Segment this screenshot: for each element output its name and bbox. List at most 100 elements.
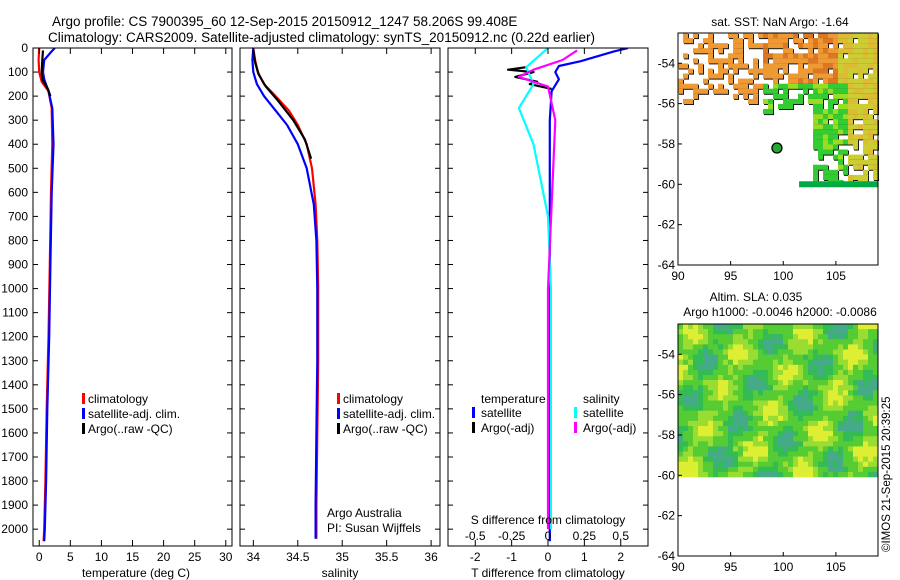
sla-cell — [743, 461, 749, 468]
sla-cell — [683, 405, 689, 411]
sla-cell — [853, 375, 859, 381]
sla-cell — [843, 380, 849, 386]
sla-cell — [788, 359, 794, 366]
sst-cell — [738, 43, 743, 49]
legend-label: satellite — [481, 406, 522, 420]
sla-cell — [838, 451, 844, 457]
sst-cell — [848, 43, 853, 49]
sst-cell — [843, 169, 848, 175]
sst-cell — [843, 78, 848, 84]
x-tick-label: 35.5 — [375, 550, 399, 564]
sla-cell — [798, 436, 804, 442]
salinity-xlabel: salinity — [322, 566, 359, 580]
sla-cell — [773, 375, 779, 381]
sst-cell — [823, 38, 828, 44]
sst-cell — [833, 154, 838, 160]
sla-cell — [688, 420, 694, 427]
sla-cell — [773, 410, 779, 417]
sla-cell — [743, 456, 749, 462]
sla-cell — [763, 359, 769, 366]
sst-cell — [748, 33, 753, 39]
sst-cell — [823, 83, 828, 89]
sla-cell — [708, 471, 714, 478]
sst-cell — [833, 48, 838, 54]
sst-cell — [838, 103, 843, 109]
sla-cell — [698, 471, 704, 478]
sla-cell — [713, 446, 719, 452]
sla-cell — [833, 420, 839, 427]
sla-cell — [828, 334, 834, 340]
sla-cell — [868, 375, 874, 381]
sla-cell — [848, 456, 854, 462]
sst-cell — [853, 53, 858, 59]
sla-cell — [683, 329, 689, 335]
y-tick-label: 1600 — [1, 426, 28, 440]
sla-cell — [783, 369, 789, 376]
sst-cell — [683, 98, 688, 104]
sst-cell — [768, 109, 773, 115]
sst-cell — [838, 48, 843, 54]
sst-cell — [698, 68, 703, 74]
sst-cell — [863, 124, 868, 130]
y-tick-label: 100 — [8, 65, 28, 79]
sla-cell — [858, 375, 864, 381]
sst-cell — [843, 63, 848, 69]
sla-cell — [813, 364, 819, 371]
sla-cell — [798, 339, 804, 345]
sla-cell — [783, 461, 789, 468]
sst-cell — [823, 129, 828, 135]
sst-cell — [818, 139, 823, 145]
sla-cell — [693, 354, 699, 360]
legend-swatch — [82, 393, 85, 404]
sla-cell — [778, 461, 784, 468]
sla-cell — [868, 359, 874, 366]
sla-cell — [678, 334, 684, 340]
sla-cell — [843, 461, 849, 468]
sla-cell — [803, 451, 809, 457]
sla-cell — [773, 349, 779, 355]
sla-cell — [793, 324, 799, 330]
sst-cell — [783, 103, 788, 109]
sla-cell — [708, 359, 714, 366]
sla-cell — [823, 415, 829, 422]
legend-swatch — [337, 393, 340, 404]
sla-cell — [788, 329, 794, 335]
sst-cell — [818, 103, 823, 109]
sla-cell — [683, 446, 689, 452]
sla-cell — [753, 451, 759, 457]
sst-cell — [743, 88, 748, 94]
sst-cell — [823, 134, 828, 140]
sla-cell — [698, 451, 704, 457]
sla-cell — [798, 431, 804, 437]
sst-cell — [838, 114, 843, 120]
sla-cell — [758, 446, 764, 452]
sla-cell — [803, 415, 809, 422]
sst-cell — [833, 53, 838, 59]
sla-cell — [873, 410, 879, 417]
sla-cell — [768, 451, 774, 457]
sst-cell — [813, 43, 818, 49]
sla-cell — [753, 446, 759, 452]
sla-cell — [833, 436, 839, 442]
sst-cell — [833, 68, 838, 74]
sst-cell — [753, 83, 758, 89]
sla-cell — [683, 324, 689, 330]
sst-cell — [728, 78, 733, 84]
sst-cell — [823, 139, 828, 145]
sla-cell — [843, 354, 849, 360]
sst-cell — [818, 38, 823, 44]
sla-cell — [748, 446, 754, 452]
sla-cell — [798, 456, 804, 462]
sst-cell — [858, 78, 863, 84]
sla-cell — [783, 324, 789, 330]
sla-cell — [858, 364, 864, 371]
sla-cell — [848, 324, 854, 330]
sst-cell — [873, 68, 878, 74]
sst-cell — [853, 174, 858, 180]
sla-cell — [873, 364, 879, 371]
sst-cell — [863, 119, 868, 125]
sla-cell — [823, 364, 829, 371]
sla-cell — [723, 395, 729, 401]
sst-cell — [833, 88, 838, 94]
sla-cell — [793, 329, 799, 335]
